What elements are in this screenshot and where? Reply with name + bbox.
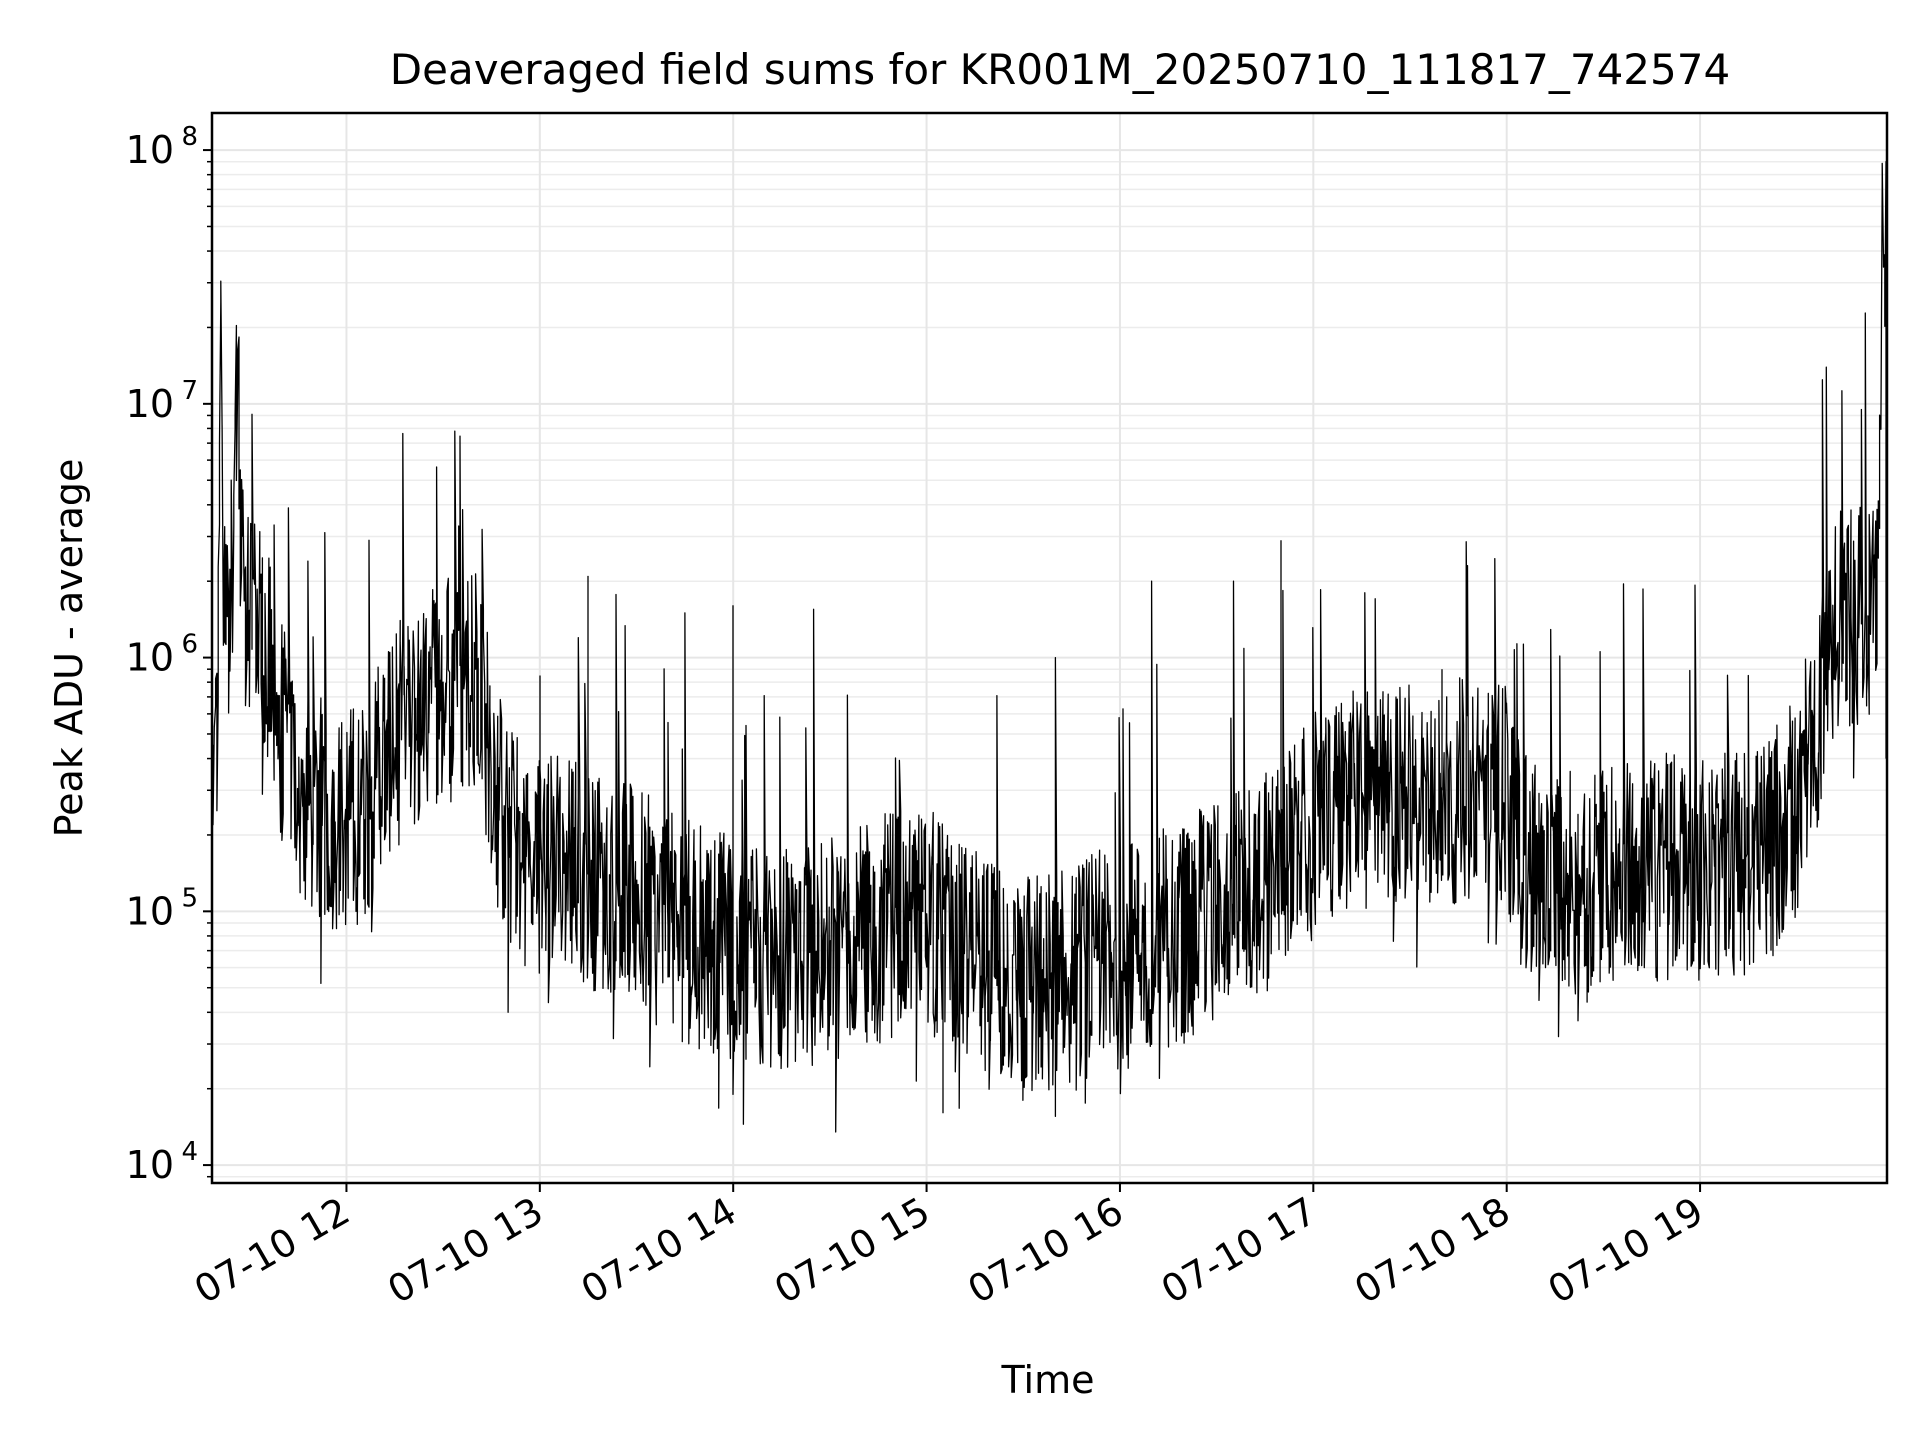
y-tick-label: 10 <box>126 889 174 933</box>
chart-title: Deaveraged field sums for KR001M_2025071… <box>390 45 1730 94</box>
y-tick-exponent: 7 <box>181 376 198 406</box>
y-tick-exponent: 4 <box>181 1137 198 1167</box>
y-tick-exponent: 6 <box>181 630 198 660</box>
series-line <box>212 161 1887 1133</box>
y-tick-label: 10 <box>126 128 174 172</box>
y-tick-label: 10 <box>126 382 174 426</box>
y-tick-exponent: 5 <box>181 883 198 913</box>
y-tick-exponent: 8 <box>181 122 198 152</box>
y-tick-label: 10 <box>126 636 174 680</box>
minor-gridlines <box>212 160 1887 1178</box>
x-axis-label: Time <box>1001 1358 1095 1402</box>
plot-frame <box>210 111 1889 1185</box>
y-tick-label: 10 <box>126 1143 174 1187</box>
data-series <box>212 161 1887 1133</box>
y-axis-label: Peak ADU - average <box>47 459 91 838</box>
